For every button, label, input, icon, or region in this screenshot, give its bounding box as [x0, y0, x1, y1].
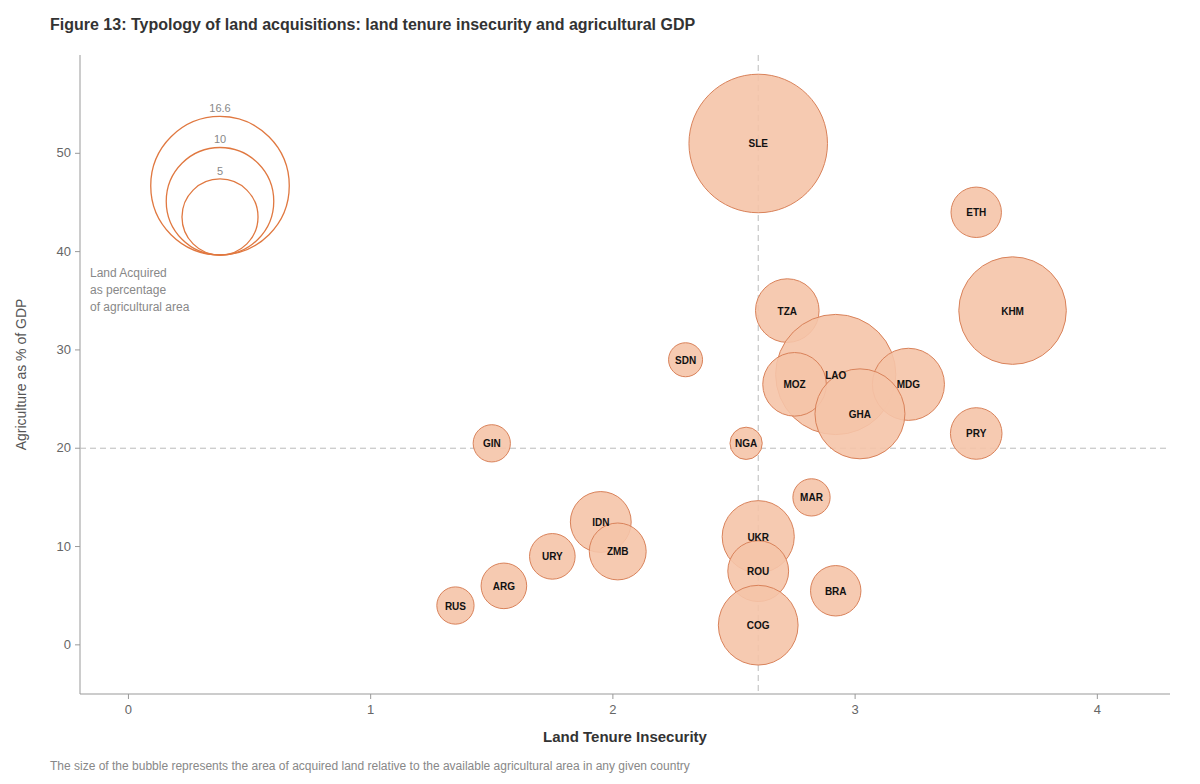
bubble — [530, 534, 576, 580]
bubble-label: SDN — [675, 355, 696, 366]
bubble-label: GIN — [483, 438, 501, 449]
title: Figure 13: Typology of land acquisitions… — [50, 16, 695, 33]
size-legend: 16.6 10 5 Land Acquired as percentage of agri… — [90, 102, 289, 314]
plot-area — [80, 55, 1170, 694]
bubble — [793, 479, 830, 516]
bubble-label: ZMB — [607, 546, 629, 557]
bubble — [473, 425, 510, 462]
y-tick — [75, 153, 80, 154]
size-legend-circle — [166, 147, 274, 255]
y-tick-label: 10 — [57, 539, 71, 554]
size-legend-label: 5 — [217, 165, 223, 177]
bubble — [689, 74, 828, 213]
y-tick-label: 30 — [57, 342, 71, 357]
x-tick — [1097, 694, 1098, 699]
x-axis-line — [80, 694, 1170, 695]
chart: Figure 13: Typology of land acquisitions… — [0, 0, 1200, 784]
x-tick-label: 4 — [1094, 702, 1101, 717]
size-legend-label: 10 — [214, 133, 226, 145]
size-legend-title-line: Land Acquired — [90, 266, 167, 280]
y-axis-label: Agriculture as % of GDP — [13, 299, 29, 451]
bubble-label: IDN — [592, 517, 609, 528]
size-legend-label: 16.6 — [209, 102, 230, 114]
x-tick-label: 2 — [609, 702, 616, 717]
y-tick-label: 20 — [57, 440, 71, 455]
bubble-label: BRA — [825, 586, 847, 597]
size-legend-title-line: as percentage — [90, 283, 166, 297]
y-tick — [75, 644, 80, 645]
bubble-label: MOZ — [783, 379, 805, 390]
y-tick — [75, 251, 80, 252]
reference-line-h — [80, 448, 1170, 449]
bubble-label: ROU — [747, 566, 769, 577]
x-tick — [612, 694, 613, 699]
x-tick-label: 0 — [125, 702, 132, 717]
bubble-label: MDG — [897, 379, 921, 390]
x-tick-label: 1 — [367, 702, 374, 717]
y-tick-label: 50 — [57, 145, 71, 160]
y-tick-label: 40 — [57, 244, 71, 259]
bubble — [811, 566, 861, 616]
x-tick — [128, 694, 129, 699]
bubble — [730, 427, 762, 459]
bubble-label: NGA — [735, 438, 757, 449]
bubble-label: RUS — [445, 601, 466, 612]
bubble-label: COG — [747, 620, 770, 631]
y-tick — [75, 349, 80, 350]
bubble — [951, 187, 1001, 237]
bubble — [815, 369, 905, 459]
bubble — [718, 585, 798, 665]
size-legend-title: Land Acquired as percentage of agricultura… — [90, 266, 190, 314]
x-tick — [370, 694, 371, 699]
bubble-label: PRY — [966, 428, 987, 439]
size-legend-title-line: of agricultural area — [90, 300, 190, 314]
bubble-label: GHA — [849, 409, 871, 420]
bubble-label: URY — [542, 551, 563, 562]
bubble — [959, 257, 1067, 365]
y-tick — [75, 448, 80, 449]
bubble — [437, 587, 474, 624]
bubble-label: UKR — [747, 532, 769, 543]
size-legend-circle — [151, 116, 290, 255]
y-axis-line — [80, 55, 81, 694]
y-tick-label: 0 — [64, 637, 71, 652]
bubble-label: TZA — [778, 306, 797, 317]
bubble — [481, 563, 527, 609]
bubble-label: KHM — [1001, 306, 1024, 317]
bubble — [589, 523, 646, 580]
bubble — [950, 408, 1002, 460]
bubble-label: LAO — [825, 370, 846, 381]
bubble-label: MAR — [800, 492, 824, 503]
y-tick — [75, 546, 80, 547]
size-legend-circle — [182, 179, 258, 255]
x-tick-label: 3 — [851, 702, 858, 717]
x-tick — [855, 694, 856, 699]
bubble-label: ARG — [493, 581, 515, 592]
bubble-label: ETH — [966, 207, 986, 218]
bubble-label: SLE — [748, 138, 768, 149]
footnote: The size of the bubble represents the ar… — [50, 759, 690, 773]
bubble — [669, 343, 703, 377]
x-axis-label: Land Tenure Insecurity — [543, 728, 708, 745]
